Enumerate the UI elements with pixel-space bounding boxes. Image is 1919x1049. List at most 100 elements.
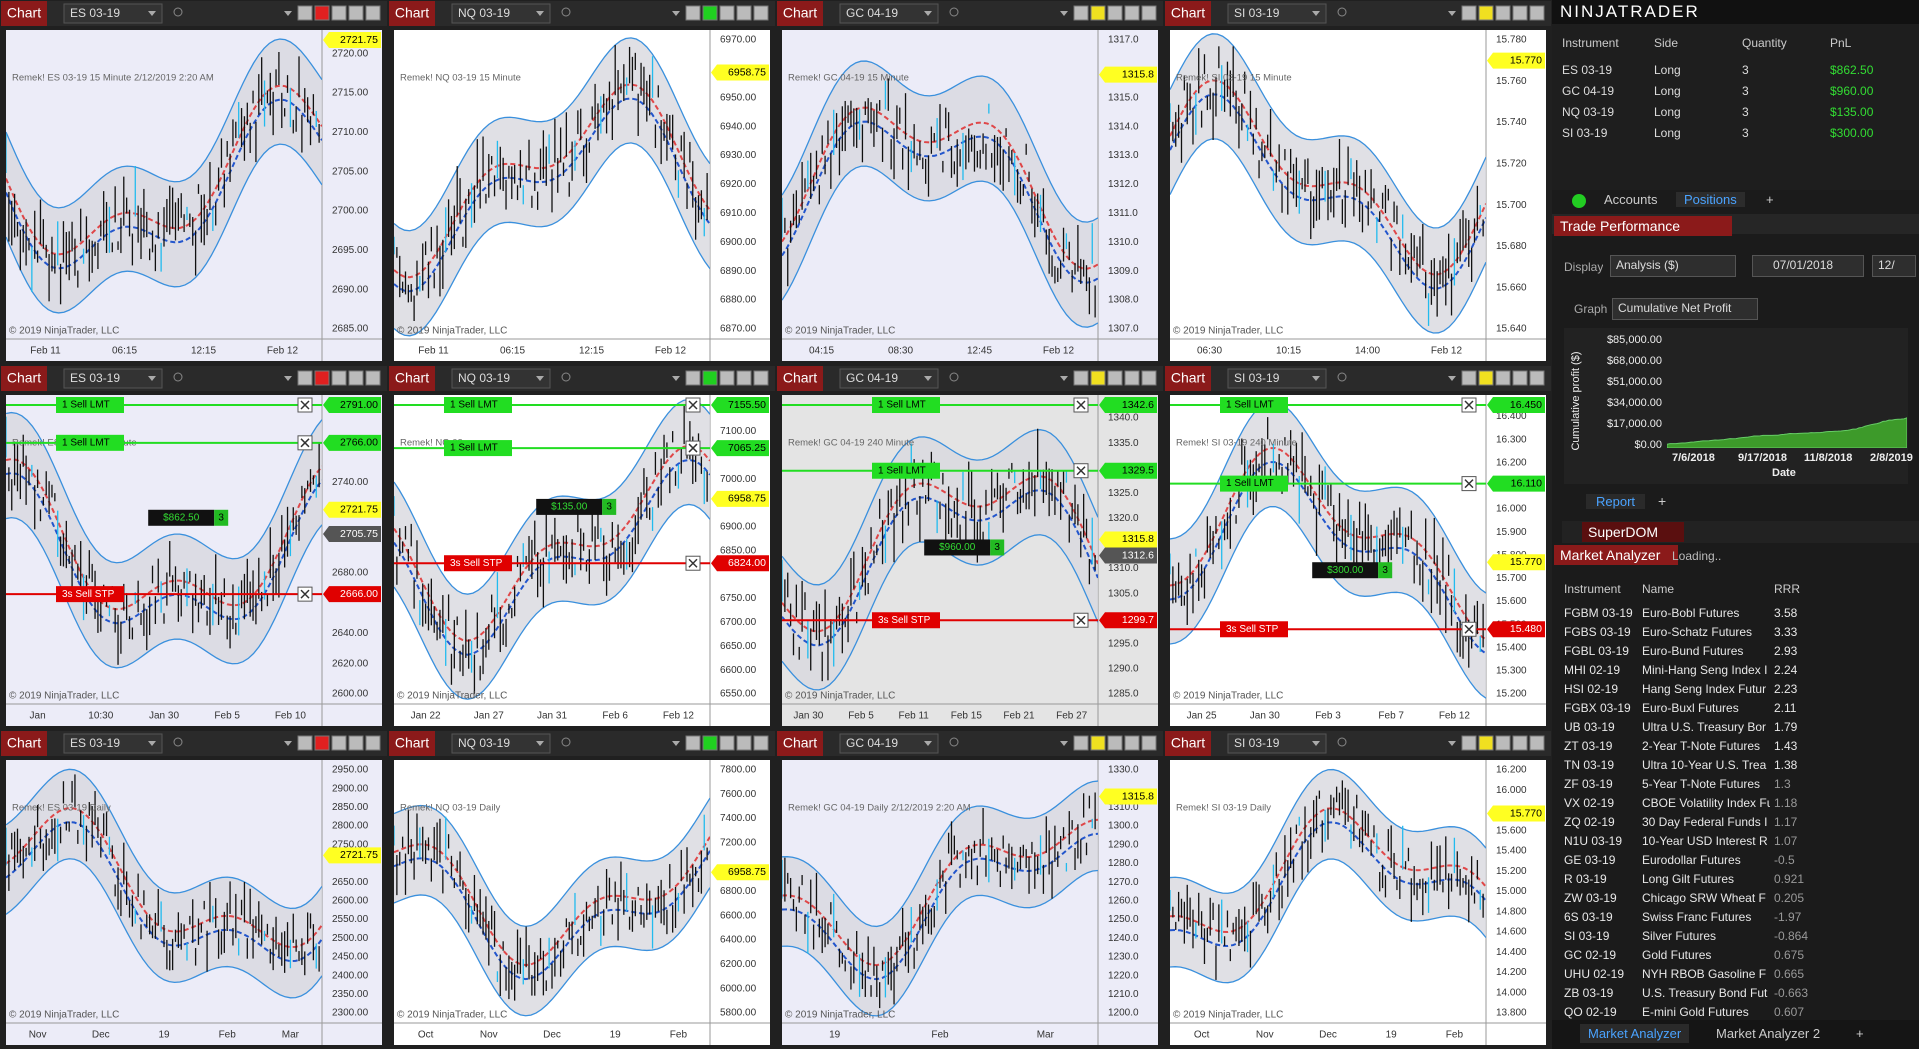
window-button[interactable]	[685, 735, 701, 751]
window-button[interactable]	[1124, 370, 1140, 386]
window-button[interactable]	[1073, 5, 1089, 21]
window-button[interactable]	[736, 735, 752, 751]
report-add[interactable]: +	[1658, 493, 1667, 509]
order-label-box[interactable]	[444, 440, 512, 457]
display-select[interactable]: Analysis ($)	[1610, 255, 1736, 277]
order-label-box[interactable]	[56, 397, 124, 413]
instrument-select[interactable]	[451, 3, 551, 24]
window-button[interactable]	[753, 370, 769, 386]
window-button[interactable]	[1073, 735, 1089, 751]
ma-cell: ZF 03-19	[1564, 777, 1613, 791]
window-button[interactable]	[1529, 5, 1545, 21]
window-button[interactable]	[702, 5, 718, 21]
order-label-box[interactable]	[56, 586, 124, 603]
window-button[interactable]	[1107, 370, 1123, 386]
window-button[interactable]	[1512, 735, 1528, 751]
order-label-box[interactable]	[872, 612, 940, 629]
instrument-select[interactable]	[1227, 368, 1327, 389]
window-button[interactable]	[331, 370, 347, 386]
graph-select[interactable]: Cumulative Net Profit	[1612, 298, 1758, 320]
window-button[interactable]	[1124, 5, 1140, 21]
y-tick-label: 16.000	[1496, 785, 1527, 796]
window-button[interactable]	[702, 370, 718, 386]
positions-tab[interactable]: Accounts	[1604, 192, 1658, 207]
date-to[interactable]: 12/	[1872, 255, 1916, 277]
instrument-select[interactable]	[63, 733, 163, 754]
window-button[interactable]	[685, 5, 701, 21]
order-label-box[interactable]	[444, 555, 512, 572]
window-button[interactable]	[314, 370, 330, 386]
window-button[interactable]	[1141, 5, 1157, 21]
window-button[interactable]	[1512, 5, 1528, 21]
instrument-select[interactable]	[63, 3, 163, 24]
window-button[interactable]	[1478, 370, 1494, 386]
window-button[interactable]	[297, 370, 313, 386]
order-label-box[interactable]	[1220, 397, 1288, 413]
window-button[interactable]	[719, 5, 735, 21]
window-button[interactable]	[1090, 370, 1106, 386]
ma-tab[interactable]: Market Analyzer 2	[1716, 1026, 1821, 1041]
window-button[interactable]	[1107, 735, 1123, 751]
window-button[interactable]	[1090, 735, 1106, 751]
ma-tab[interactable]: +	[1856, 1026, 1864, 1041]
window-button[interactable]	[1107, 5, 1123, 21]
instrument-select[interactable]	[451, 368, 551, 389]
instrument-select[interactable]	[451, 733, 551, 754]
order-label-box[interactable]	[56, 434, 124, 451]
order-label-box[interactable]	[1220, 621, 1288, 638]
window-button[interactable]	[1495, 5, 1511, 21]
window-button[interactable]	[1529, 370, 1545, 386]
order-label-box[interactable]	[1220, 475, 1288, 492]
order-label-box[interactable]	[872, 462, 940, 479]
window-button[interactable]	[719, 735, 735, 751]
order-label-box[interactable]	[872, 397, 940, 413]
window-button[interactable]	[1495, 370, 1511, 386]
window-button[interactable]	[348, 370, 364, 386]
window-button[interactable]	[702, 735, 718, 751]
window-button[interactable]	[365, 370, 381, 386]
positions-tab[interactable]: Positions	[1676, 192, 1745, 207]
window-button[interactable]	[331, 5, 347, 21]
x-tick-label: 12:45	[967, 346, 992, 357]
window-button[interactable]	[331, 735, 347, 751]
window-button[interactable]	[685, 370, 701, 386]
window-button[interactable]	[314, 5, 330, 21]
order-label-box[interactable]	[444, 397, 512, 413]
window-button[interactable]	[1141, 370, 1157, 386]
report-tab[interactable]: Report	[1586, 494, 1646, 509]
window-button[interactable]	[719, 370, 735, 386]
ma-tab[interactable]: Market Analyzer	[1580, 1024, 1690, 1043]
window-button[interactable]	[348, 735, 364, 751]
window-button[interactable]	[348, 5, 364, 21]
window-button[interactable]	[297, 735, 313, 751]
window-button[interactable]	[365, 735, 381, 751]
positions-tab[interactable]: +	[1766, 192, 1774, 207]
window-button[interactable]	[753, 735, 769, 751]
window-button[interactable]	[736, 5, 752, 21]
window-button[interactable]	[1124, 735, 1140, 751]
window-button[interactable]	[1141, 735, 1157, 751]
window-button[interactable]	[753, 5, 769, 21]
window-button[interactable]	[314, 735, 330, 751]
window-button[interactable]	[1461, 5, 1477, 21]
window-button[interactable]	[1461, 735, 1477, 751]
window-button[interactable]	[1461, 370, 1477, 386]
window-button[interactable]	[297, 5, 313, 21]
window-button[interactable]	[1495, 735, 1511, 751]
instrument-select[interactable]	[1227, 3, 1327, 24]
window-button[interactable]	[1090, 5, 1106, 21]
instrument-select[interactable]	[839, 3, 939, 24]
window-button[interactable]	[736, 370, 752, 386]
window-button[interactable]	[1073, 370, 1089, 386]
window-button[interactable]	[1512, 370, 1528, 386]
instrument-select[interactable]	[839, 733, 939, 754]
instrument-select[interactable]	[839, 368, 939, 389]
instrument-select[interactable]	[63, 368, 163, 389]
window-button[interactable]	[365, 5, 381, 21]
date-from[interactable]: 07/01/2018	[1752, 255, 1864, 277]
window-button[interactable]	[1478, 5, 1494, 21]
window-button[interactable]	[1478, 735, 1494, 751]
instrument-select[interactable]	[1227, 733, 1327, 754]
window-button[interactable]	[1529, 735, 1545, 751]
order-cancel-x	[300, 438, 310, 448]
